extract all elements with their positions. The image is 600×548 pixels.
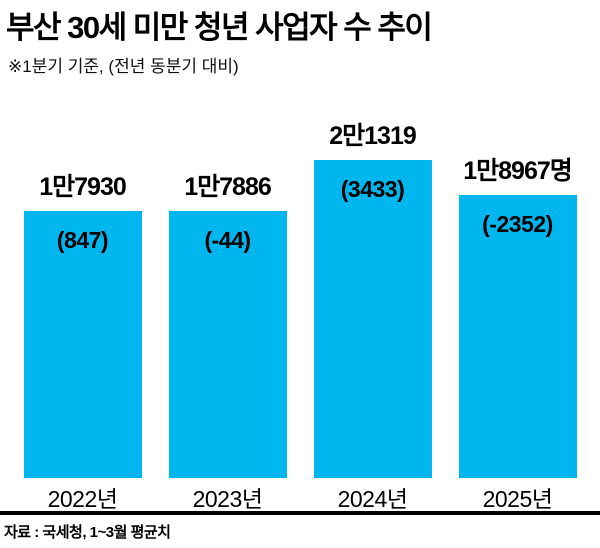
x-axis-label: 2025년 [482, 486, 553, 512]
bar-change-label: (-44) [204, 227, 251, 253]
bar-change-label: (-2352) [482, 211, 553, 237]
bar-column: 1만8967명 (-2352) [445, 112, 590, 478]
bar: (847) [23, 211, 142, 478]
bar: (3433) [313, 160, 432, 478]
bar-value-label: 2만1319 [329, 122, 417, 150]
bar-change-label: (847) [56, 227, 109, 253]
x-axis-row: 2022년 2023년 2024년 2025년 [10, 480, 590, 514]
bar: (-2352) [458, 195, 577, 478]
x-axis-label: 2022년 [47, 486, 118, 512]
chart-subtitle: ※1분기 기준, (전년 동분기 대비) [8, 57, 239, 76]
bar-value-label: 1만8967명 [463, 157, 573, 185]
bar-column: 2만1319 (3433) [300, 112, 445, 478]
bar-column: 1만7930 (847) [10, 112, 155, 478]
bottom-rule [0, 511, 600, 515]
bar-column: 1만7886 (-44) [155, 112, 300, 478]
source-note: 자료 : 국세청, 1~3월 평균치 [4, 524, 171, 541]
x-axis-label: 2024년 [337, 486, 408, 512]
chart-title: 부산 30세 미만 청년 사업자 수 추이 [6, 10, 433, 45]
x-axis-label: 2023년 [192, 486, 263, 512]
bar-value-label: 1만7930 [39, 173, 127, 201]
bar: (-44) [168, 211, 287, 478]
bar-value-label: 1만7886 [184, 173, 272, 201]
bar-change-label: (3433) [340, 176, 405, 202]
bar-chart: 1만7930 (847) 1만7886 (-44) 2만1319 (3433) 1만8967… [10, 112, 590, 478]
